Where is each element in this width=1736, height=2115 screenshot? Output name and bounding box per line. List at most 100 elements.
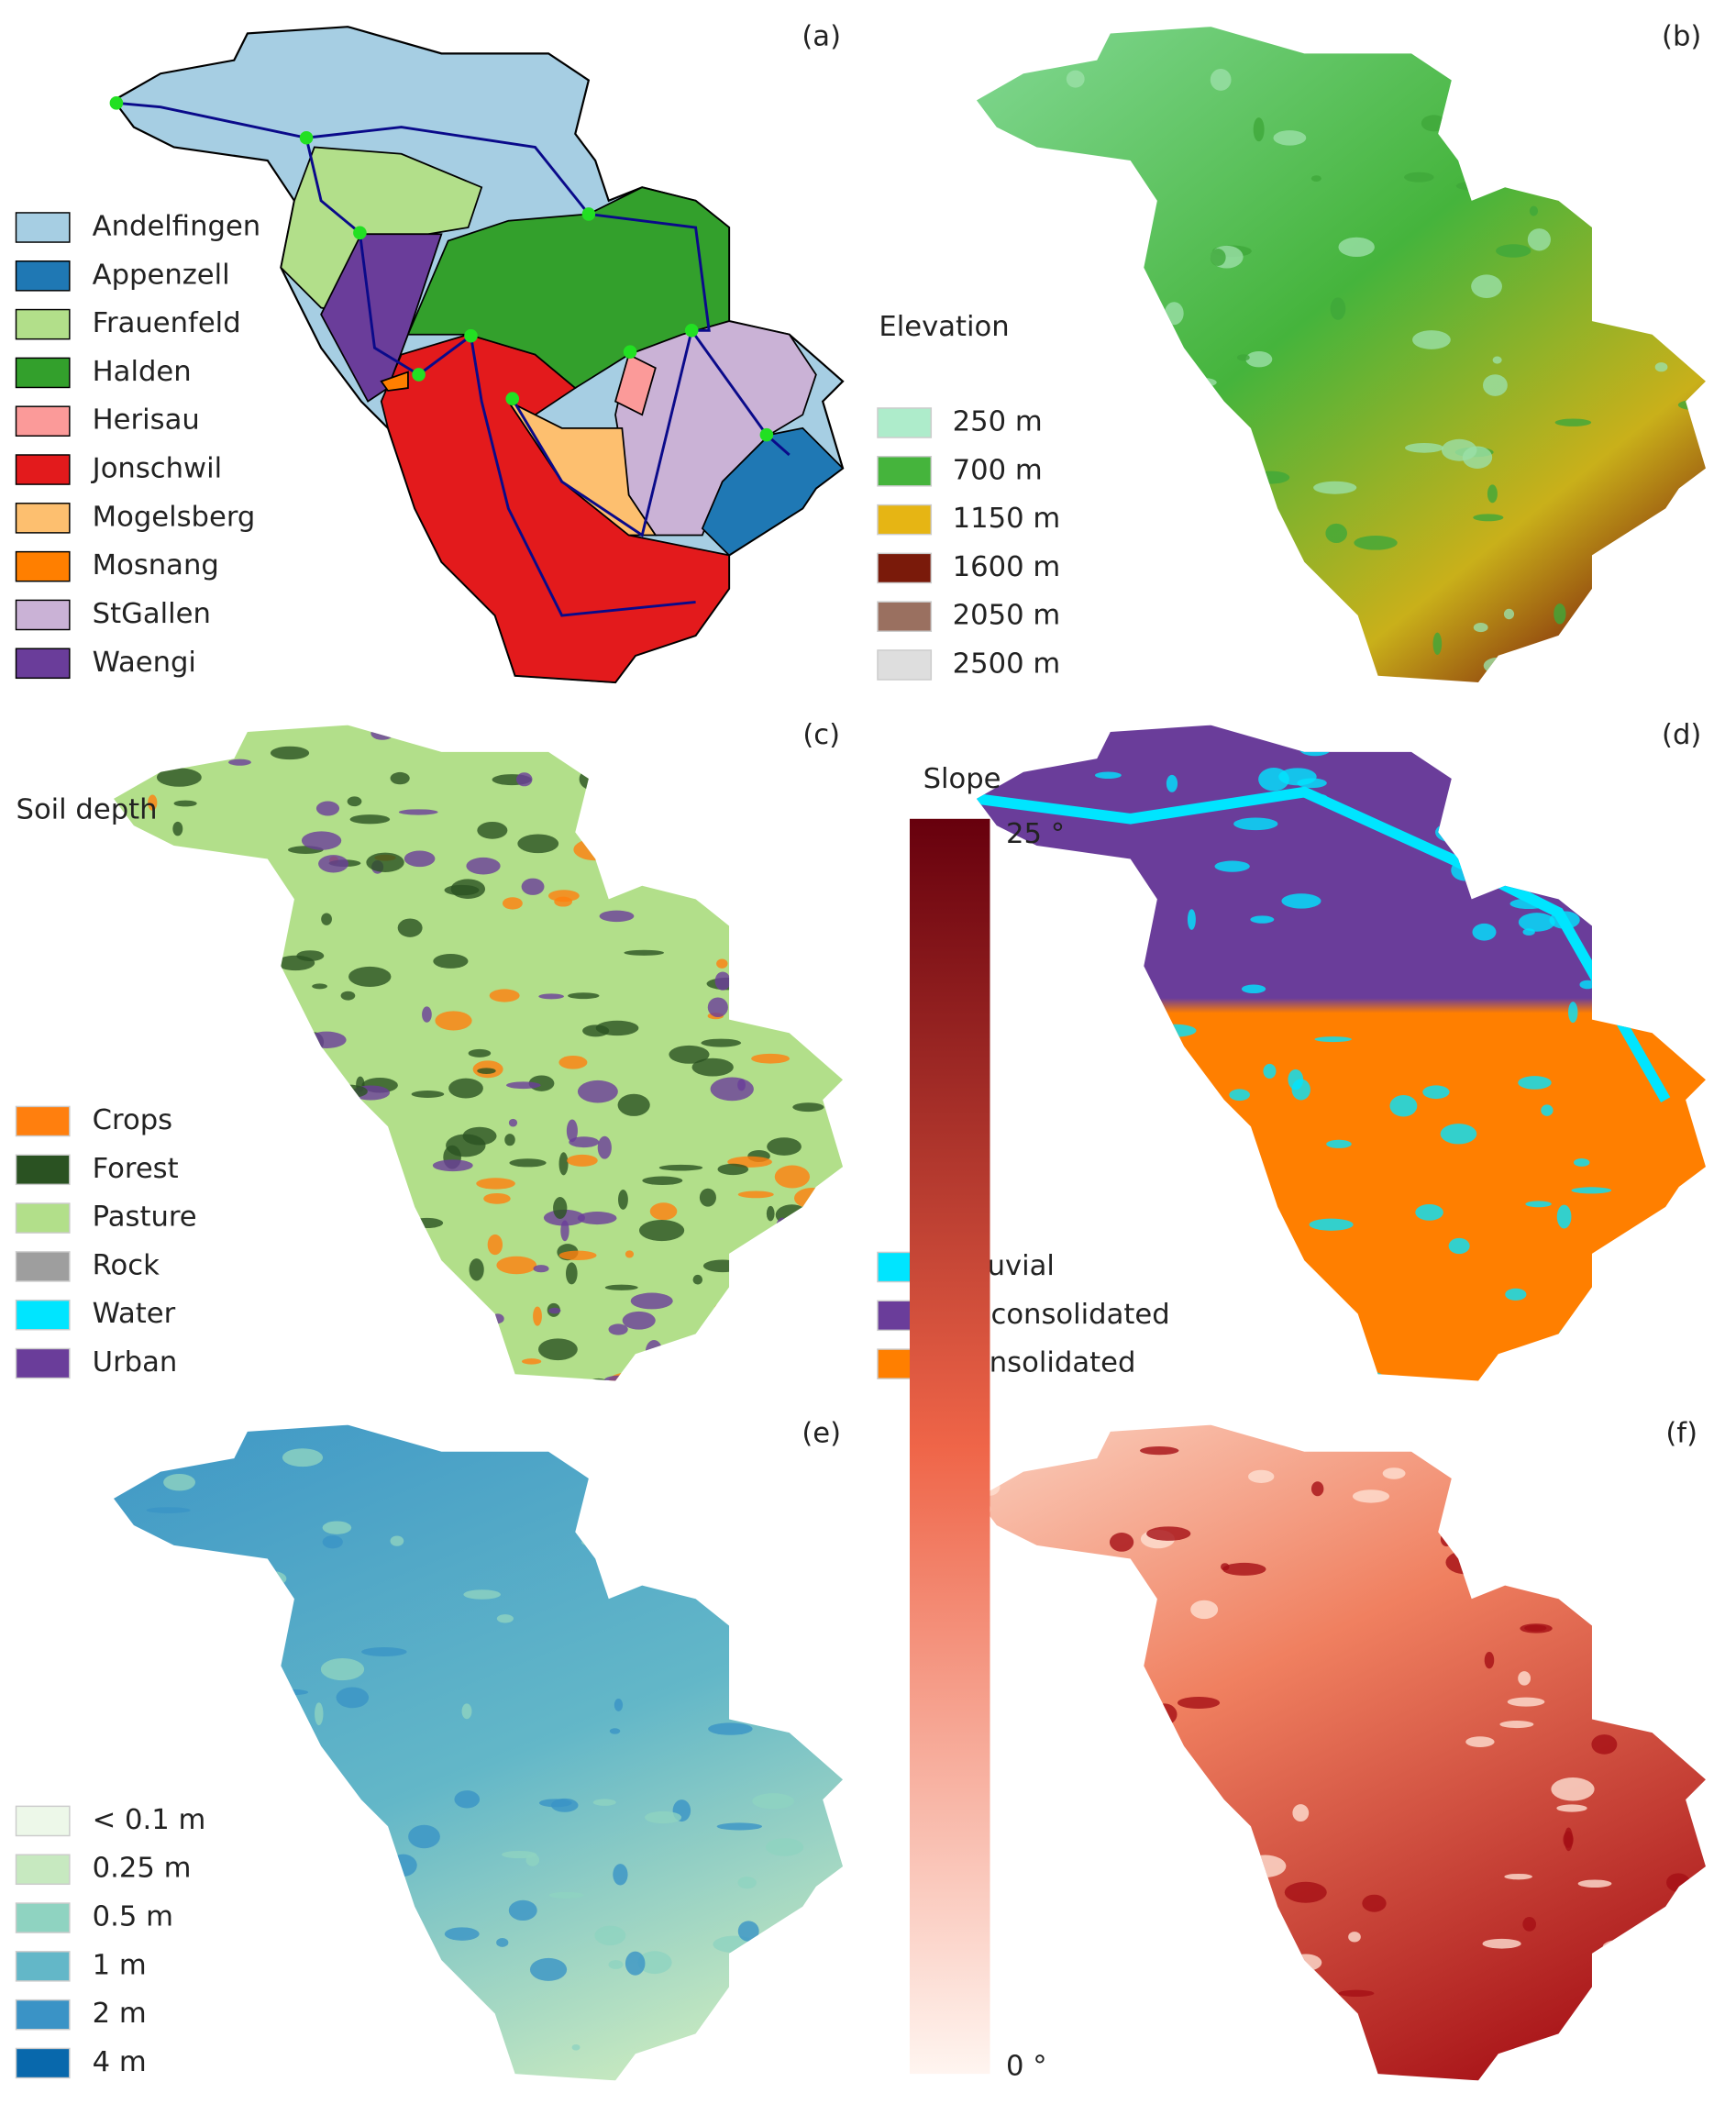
- raster-patch: [976, 114, 978, 122]
- raster-patch: [1553, 2074, 1565, 2081]
- raster-patch: [1236, 354, 1250, 361]
- raster-patch: [311, 1802, 335, 1815]
- raster-patch: [577, 1080, 618, 1103]
- raster-patch: [469, 1258, 484, 1281]
- raster-patch: [1214, 860, 1250, 872]
- raster-patch: [435, 1011, 472, 1031]
- raster-patch: [934, 28, 958, 35]
- raster-patch: [558, 1152, 569, 1176]
- raster-patch: [1460, 814, 1492, 833]
- raster-patch: [608, 1960, 624, 1969]
- raster-patch: [1499, 1721, 1534, 1729]
- raster-patch: [752, 1793, 795, 1810]
- raster-patch: [1338, 237, 1375, 258]
- raster-patch: [764, 1346, 791, 1368]
- raster-patch: [1465, 1736, 1495, 1747]
- raster-patch: [1389, 1095, 1418, 1117]
- raster-patch: [785, 1556, 804, 1574]
- raster-patch: [1051, 1143, 1067, 1162]
- raster-patch: [1505, 1288, 1527, 1301]
- raster-patch: [708, 1722, 753, 1735]
- raster-patch: [691, 1058, 734, 1077]
- legend-swatch: [877, 552, 933, 584]
- raster-patch: [315, 801, 340, 816]
- legend-label: Herisau: [93, 404, 200, 437]
- raster-patch: [529, 1957, 568, 1981]
- raster-patch: [461, 1703, 472, 1720]
- raster-patch: [1342, 1370, 1384, 1381]
- legend-label: Rock: [93, 1249, 160, 1281]
- raster-patch: [625, 1951, 646, 1976]
- raster-patch: [318, 855, 348, 873]
- raster-patch: [592, 1799, 616, 1806]
- raster-patch: [1602, 1939, 1642, 1955]
- raster-patch: [378, 1246, 411, 1264]
- raster-patch: [769, 885, 802, 892]
- raster-patch: [1650, 1919, 1681, 1929]
- raster-patch: [296, 950, 325, 961]
- raster-patch: [545, 725, 565, 739]
- raster-patch: [1382, 1467, 1406, 1479]
- raster-patch: [496, 1937, 509, 1947]
- raster-patch: [1677, 399, 1706, 411]
- raster-patch: [1297, 778, 1327, 789]
- raster-patch: [1019, 1774, 1040, 1788]
- raster-patch: [163, 1473, 195, 1491]
- raster-patch: [1577, 1879, 1612, 1888]
- raster-patch: [1525, 1201, 1552, 1208]
- raster-patch: [1642, 539, 1679, 554]
- raster-patch: [1517, 1489, 1539, 1502]
- raster-patch: [538, 1338, 578, 1361]
- raster-patch: [172, 821, 183, 836]
- raster-patch: [214, 1204, 241, 1229]
- raster-patch: [1292, 1804, 1310, 1822]
- raster-patch: [348, 966, 392, 987]
- raster-patch: [1241, 984, 1266, 994]
- raster-patch: [1455, 181, 1498, 192]
- raster-patch: [167, 1447, 209, 1456]
- raster-patch: [1473, 622, 1488, 633]
- legend-swatch: [15, 405, 71, 437]
- raster-patch: [1021, 873, 1044, 885]
- raster-patch: [264, 1159, 292, 1170]
- legend-label: Pasture: [93, 1201, 197, 1234]
- legend-swatch: [877, 456, 933, 487]
- raster-patch: [290, 1760, 308, 1776]
- raster-patch: [364, 1247, 403, 1267]
- raster-patch: [1330, 297, 1346, 320]
- gauge: [581, 207, 596, 221]
- raster-patch: [801, 760, 819, 770]
- raster-patch: [351, 1157, 370, 1168]
- raster-patch: [710, 1077, 754, 1102]
- raster-patch: [113, 1091, 128, 1098]
- raster-patch: [704, 752, 730, 769]
- raster-patch: [1245, 350, 1273, 368]
- raster-patch: [1046, 731, 1077, 747]
- raster-patch: [1639, 156, 1673, 165]
- raster-patch: [533, 1306, 542, 1326]
- raster-patch: [390, 1535, 404, 1546]
- raster-patch: [1568, 1002, 1578, 1024]
- raster-patch: [508, 1118, 518, 1127]
- legend-swatch: [15, 1951, 71, 1982]
- raster-patch: [701, 1038, 742, 1047]
- raster-patch: [182, 978, 207, 989]
- raster-patch: [450, 1427, 489, 1435]
- raster-patch: [599, 910, 635, 923]
- raster-patch: [1362, 1894, 1387, 1912]
- raster-patch: [446, 1134, 486, 1157]
- raster-patch: [521, 878, 545, 895]
- raster-patch: [691, 1378, 724, 1381]
- raster-patch: [392, 2010, 420, 2033]
- raster-patch: [1309, 1218, 1354, 1231]
- raster-patch: [976, 132, 988, 152]
- raster-patch: [1153, 1024, 1197, 1037]
- raster-patch: [1080, 409, 1098, 432]
- raster-patch: [489, 989, 520, 1002]
- raster-patch: [113, 1014, 127, 1033]
- raster-patch: [1115, 1096, 1150, 1105]
- raster-patch: [1579, 980, 1596, 990]
- raster-patch: [775, 1204, 809, 1226]
- raster-patch: [228, 759, 251, 766]
